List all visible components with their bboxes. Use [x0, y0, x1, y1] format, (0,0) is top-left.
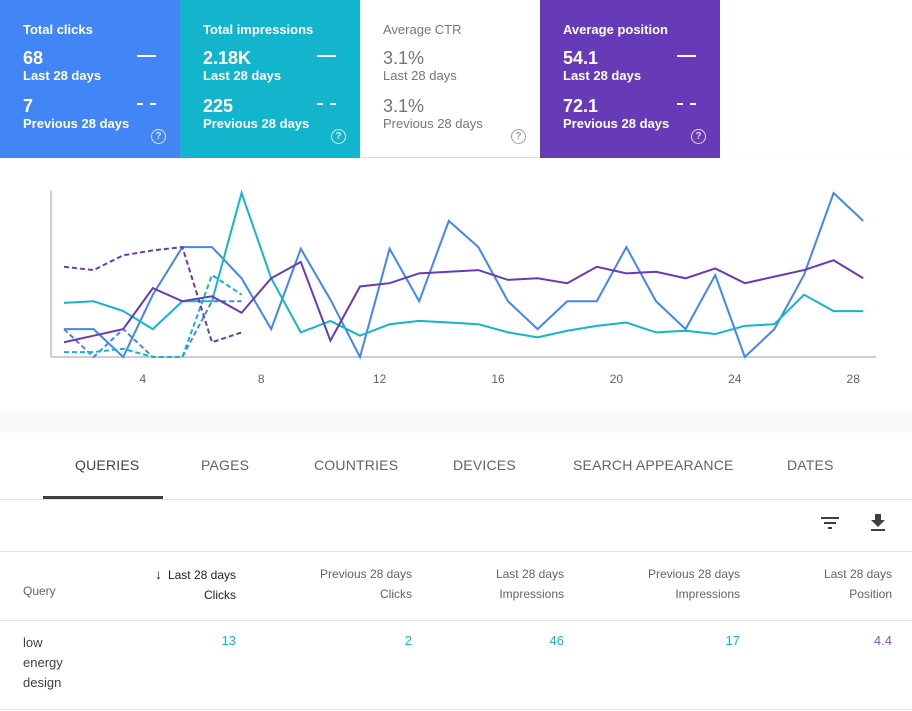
column-header-line1: Previous 28 days [647, 567, 740, 581]
query-cell: low energy design [23, 633, 83, 693]
tab-dates[interactable]: DATES [787, 457, 834, 473]
column-header-line1: Last 28 days [495, 567, 564, 581]
cell-prev-impressions: 17 [725, 633, 740, 648]
performance-line-chart: 4 8 12 16 20 24 28 [50, 189, 876, 386]
column-header-line1: Previous 28 days [319, 567, 412, 581]
report-tabs: QUERIES PAGES COUNTRIES DEVICES SEARCH A… [0, 433, 912, 500]
card-title: Average position [563, 22, 668, 37]
card-total-impressions[interactable]: Total impressions 2.18K Last 28 days 225… [180, 0, 360, 158]
card-previous-period: Previous 28 days [23, 116, 130, 131]
solid-line-legend-icon [317, 55, 336, 57]
cell-last-position: 4.4 [873, 633, 892, 648]
series-line-2 [63, 189, 864, 339]
card-title: Total clicks [23, 22, 93, 37]
card-previous-period: Previous 28 days [563, 116, 670, 131]
column-header-line2: Position [849, 587, 892, 601]
x-tick-label: 28 [847, 372, 861, 386]
dashed-line-legend-icon [317, 103, 336, 105]
x-tick-label: 24 [728, 372, 742, 386]
card-previous-value: 225 [203, 96, 234, 116]
sort-arrow-icon: ↓ [154, 566, 162, 582]
section-gap [0, 411, 912, 433]
column-header-last-impressions[interactable]: Last 28 days Impressions [496, 564, 564, 604]
card-previous-value: 7 [23, 96, 34, 116]
card-current-period: Last 28 days [203, 68, 282, 83]
x-tick-label: 8 [258, 372, 265, 386]
card-previous-period: Previous 28 days [383, 116, 483, 131]
series-line-5 [63, 246, 242, 344]
tab-countries[interactable]: COUNTRIES [314, 457, 399, 473]
x-tick-label: 12 [373, 372, 387, 386]
query-text-line: energy [23, 655, 63, 670]
card-previous-value: 72.1 [563, 96, 599, 116]
column-header-line2: Clicks [380, 587, 412, 601]
card-current-value: 3.1% [383, 48, 425, 68]
filter-icon[interactable] [818, 511, 842, 535]
column-header-prev-impressions[interactable]: Previous 28 days Impressions [648, 564, 740, 604]
solid-line-legend-icon [677, 55, 696, 57]
column-header-line1: Last 28 days [823, 567, 892, 581]
help-icon[interactable]: ? [691, 129, 706, 144]
card-current-period: Last 28 days [383, 68, 457, 83]
solid-line-legend-icon [137, 55, 156, 57]
column-header-line2: Clicks [204, 588, 236, 602]
card-previous-value: 3.1% [383, 96, 425, 116]
card-total-clicks[interactable]: Total clicks 68 Last 28 days 7 Previous … [0, 0, 180, 158]
card-current-period: Last 28 days [23, 68, 102, 83]
x-tick-label: 4 [139, 372, 146, 386]
card-current-value: 2.18K [203, 48, 252, 68]
tab-devices[interactable]: DEVICES [453, 457, 516, 473]
tab-queries[interactable]: QUERIES [75, 457, 140, 473]
metric-cards: Total clicks 68 Last 28 days 7 Previous … [0, 0, 720, 158]
table-toolbar [0, 499, 912, 552]
table-header: Query ↓ Last 28 days Clicks Previous 28 d… [0, 552, 912, 621]
dashed-line-legend-icon [137, 103, 156, 105]
column-header-line2: Impressions [675, 587, 740, 601]
cell-prev-clicks: 2 [404, 633, 412, 648]
cell-last-clicks: 13 [221, 633, 236, 648]
query-text-line: low [23, 635, 43, 650]
column-header-last-clicks[interactable]: ↓ Last 28 days Clicks [155, 564, 236, 605]
column-header-line2: Impressions [499, 587, 564, 601]
card-title: Average CTR [383, 22, 462, 37]
card-average-position[interactable]: Average position 54.1 Last 28 days 72.1 … [540, 0, 720, 158]
card-previous-period: Previous 28 days [203, 116, 310, 131]
card-current-period: Last 28 days [563, 68, 642, 83]
column-header-prev-clicks[interactable]: Previous 28 days Clicks [320, 564, 412, 604]
card-current-value: 68 [23, 48, 44, 68]
help-icon[interactable]: ? [151, 129, 166, 144]
tab-search-appearance[interactable]: SEARCH APPEARANCE [573, 457, 734, 473]
column-header-last-position[interactable]: Last 28 days Position [824, 564, 892, 604]
x-tick-label: 20 [610, 372, 624, 386]
card-title: Total impressions [203, 22, 314, 37]
series-line-3 [64, 273, 243, 358]
series-line-0 [64, 191, 864, 360]
card-current-value: 54.1 [563, 48, 599, 68]
tab-pages[interactable]: PAGES [201, 457, 250, 473]
help-icon[interactable]: ? [331, 129, 346, 144]
active-tab-indicator [43, 496, 163, 499]
table-row[interactable]: low energy design 13 2 46 17 4.4 [0, 621, 912, 710]
cell-last-impressions: 46 [549, 633, 564, 648]
download-icon[interactable] [866, 511, 890, 535]
dashed-line-legend-icon [677, 103, 696, 105]
series-line-4 [63, 259, 864, 344]
performance-chart-panel: 4 8 12 16 20 24 28 [0, 158, 912, 411]
x-tick-label: 16 [491, 372, 505, 386]
help-icon[interactable]: ? [511, 129, 526, 144]
card-average-ctr[interactable]: Average CTR 3.1% Last 28 days 3.1% Previ… [360, 0, 540, 158]
column-header-query[interactable]: Query [23, 584, 56, 598]
column-header-line1: Last 28 days [167, 568, 236, 582]
query-text-line: design [23, 675, 62, 690]
